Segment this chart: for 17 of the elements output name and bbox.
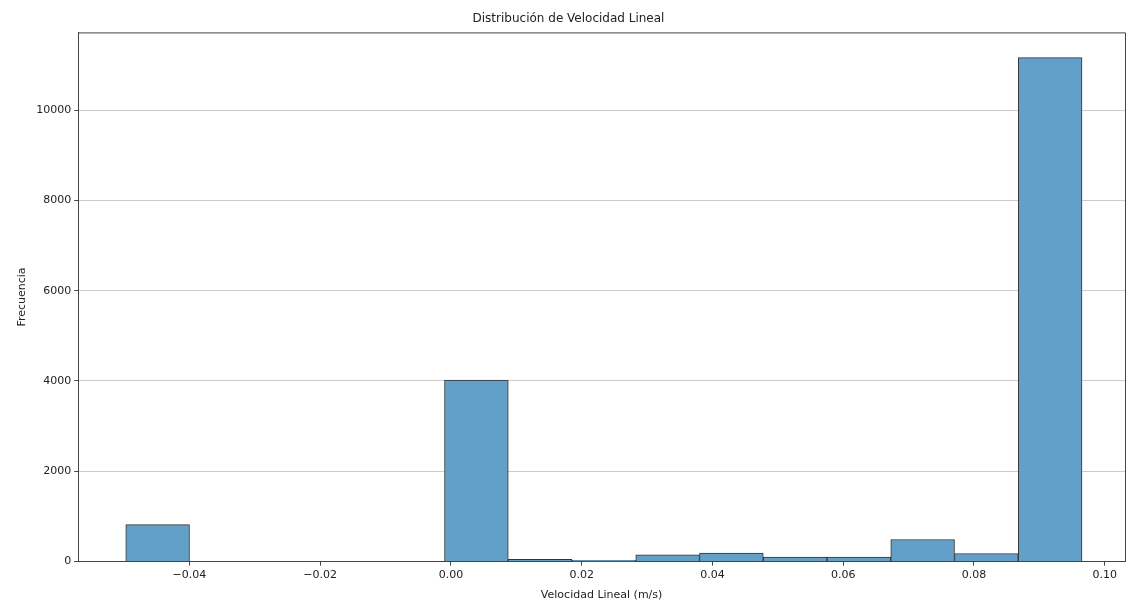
chart-title: Distribución de Velocidad Lineal [472, 11, 665, 26]
x-tick-label: 0.08 [961, 568, 987, 582]
y-tick-label: 10000 [36, 102, 72, 116]
y-tick-label: 6000 [43, 283, 72, 297]
x-axis-title: Velocidad Lineal (m/s) [540, 588, 663, 602]
x-tick-label: 0.04 [700, 568, 725, 582]
x-tick-label: 0.06 [830, 568, 856, 582]
y-tick-label: 8000 [43, 193, 72, 207]
x-tick-label: −0.04 [172, 568, 207, 582]
y-tick-label: 0 [64, 554, 72, 568]
x-tick-label: 0.00 [438, 568, 464, 582]
y-axis-title: Frecuencia [15, 267, 29, 327]
y-tick-label: 2000 [43, 464, 72, 478]
y-tick-label: 4000 [43, 373, 72, 387]
x-tick-label: 0.02 [569, 568, 594, 582]
x-tick-label: 0.10 [1092, 568, 1117, 582]
x-tick-label: −0.02 [303, 568, 337, 582]
